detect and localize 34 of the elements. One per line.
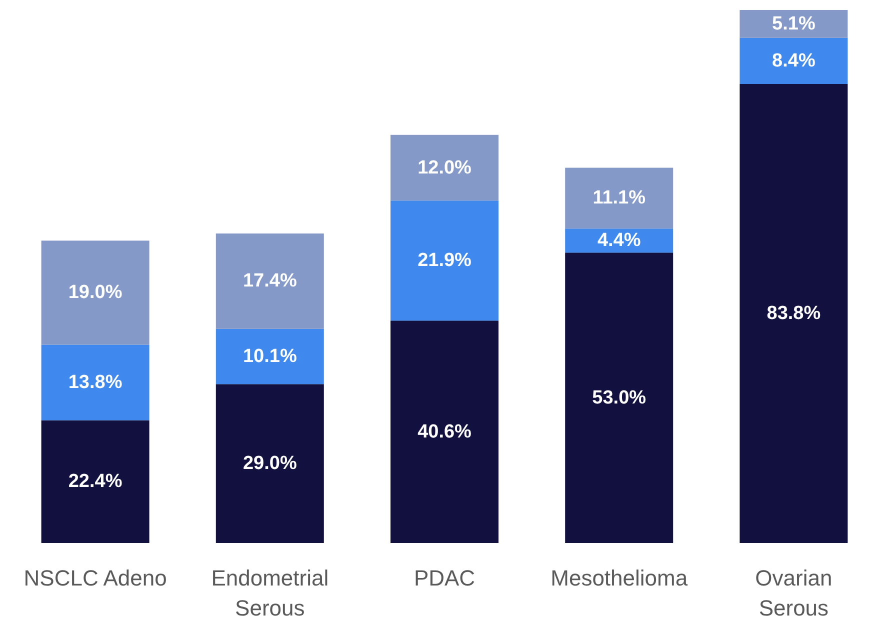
data-label: 29.0% [242, 453, 297, 474]
bar [390, 200, 498, 321]
data-label: 11.1% [592, 188, 646, 209]
data-label: 10.1% [242, 346, 297, 367]
data-label: 12.0% [418, 157, 472, 178]
bar [41, 420, 150, 543]
x-tick-label: Mesothelioma [550, 566, 688, 590]
bar [216, 384, 324, 543]
bar [740, 38, 848, 84]
bar [390, 320, 498, 543]
data-label: 53.0% [592, 387, 646, 408]
bar [41, 344, 150, 420]
data-label: 21.9% [418, 250, 472, 272]
bar [390, 134, 498, 201]
data-label: 83.8% [766, 302, 821, 324]
bar [565, 252, 674, 543]
bar [216, 234, 324, 329]
bar [41, 240, 150, 345]
data-label: 17.4% [242, 270, 297, 292]
bar [216, 328, 324, 384]
data-label: 22.4% [68, 471, 122, 492]
x-tick-label: Endometrial Serous [211, 566, 329, 620]
data-label: 19.0% [68, 282, 122, 304]
data-label: 8.4% [772, 50, 816, 72]
x-tick-label: Ovarian Serous [755, 566, 832, 620]
bar [740, 10, 848, 38]
data-label: 4.4% [597, 230, 641, 252]
data-label: 5.1% [772, 13, 816, 34]
x-tick-label: NSCLC Adeno [24, 566, 167, 590]
data-label: 13.8% [68, 372, 122, 393]
x-tick-label: PDAC [414, 566, 476, 590]
bar [740, 84, 848, 543]
bar [565, 168, 674, 229]
data-label: 40.6% [418, 421, 472, 442]
